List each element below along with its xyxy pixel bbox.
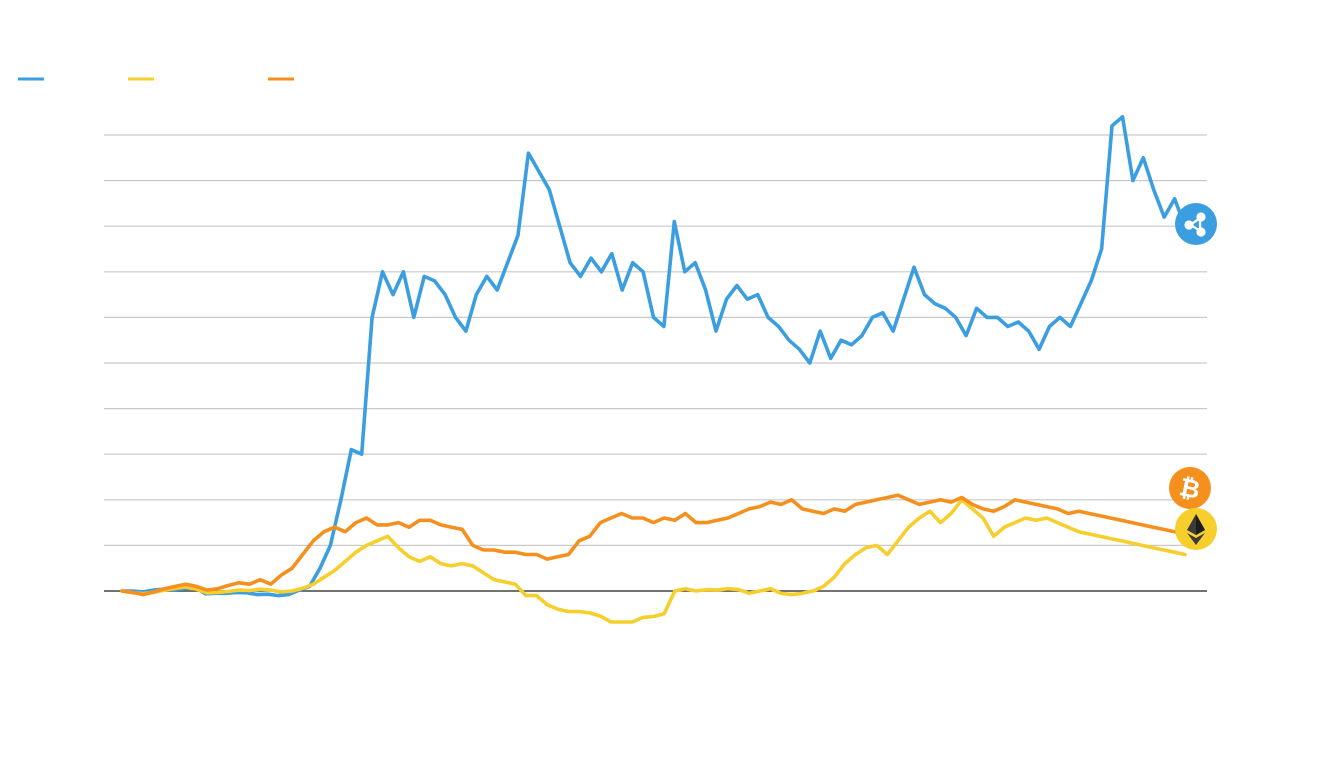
grid-lines <box>104 134 1207 592</box>
xrp-icon-disc <box>1175 203 1217 245</box>
series-line-eth <box>120 497 1187 624</box>
ripple-node-0 <box>1184 220 1194 230</box>
ethereum-lower <box>1187 533 1205 545</box>
bitcoin-coin-icon: ₿ <box>1169 467 1211 509</box>
coin-icons: ₿ <box>1169 203 1217 550</box>
series-line-btc <box>120 493 1187 597</box>
ripple-node-2 <box>1196 227 1206 237</box>
ripple-coin-icon <box>1175 203 1217 245</box>
series-lines <box>120 115 1187 624</box>
ethereum-upper-shade <box>1196 514 1205 535</box>
btc-icon-disc <box>1169 467 1211 509</box>
ripple-links <box>1184 216 1204 236</box>
ethereum-coin-icon <box>1175 508 1217 550</box>
ripple-node-1 <box>1196 212 1206 222</box>
